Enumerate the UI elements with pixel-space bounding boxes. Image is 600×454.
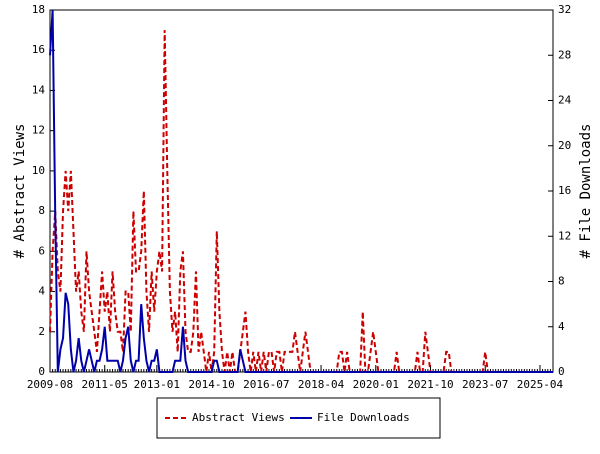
y2-tick-label: 16 [558, 184, 571, 197]
y2-tick-label: 32 [558, 3, 571, 16]
y-tick-label: 8 [38, 204, 45, 217]
y-axis-title: # Abstract Views [12, 124, 28, 259]
y-tick-label: 14 [32, 83, 46, 96]
x-tick-label: 2016-07 [243, 378, 289, 391]
x-tick-label: 2018-04 [298, 378, 345, 391]
series-line [49, 9, 553, 373]
y2-tick-label: 28 [558, 48, 571, 61]
y-tick-label: 2 [38, 325, 45, 338]
y-tick-label: 12 [32, 124, 45, 137]
y2-tick-label: 24 [558, 94, 572, 107]
y-tick-label: 6 [38, 244, 45, 257]
y2-tick-label: 0 [558, 365, 565, 378]
x-tick-label: 2023-07 [462, 378, 508, 391]
y2-axis-title: # File Downloads [578, 124, 594, 259]
x-tick-label: 2013-01 [134, 378, 180, 391]
legend-box [156, 397, 441, 439]
y-tick-label: 18 [32, 3, 45, 16]
y2-tick-label: 12 [558, 229, 571, 242]
y2-tick-label: 20 [558, 139, 571, 152]
x-tick-label: 2025-04 [517, 378, 564, 391]
x-tick-label: 2021-10 [407, 378, 453, 391]
x-tick-label: 2020-01 [353, 378, 399, 391]
y-tick-label: 0 [38, 365, 45, 378]
series-line [49, 30, 553, 373]
x-tick-label: 2011-05 [82, 378, 128, 391]
y-tick-label: 16 [32, 43, 45, 56]
y2-tick-label: 8 [558, 275, 565, 288]
y2-tick-label: 4 [558, 320, 565, 333]
x-tick-label: 2009-08 [27, 378, 73, 391]
legend-label: Abstract Views [192, 411, 285, 424]
y-tick-label: 4 [38, 285, 45, 298]
legend-label: File Downloads [317, 411, 410, 424]
y-tick-label: 10 [32, 164, 45, 177]
x-tick-label: 2014-10 [188, 378, 234, 391]
